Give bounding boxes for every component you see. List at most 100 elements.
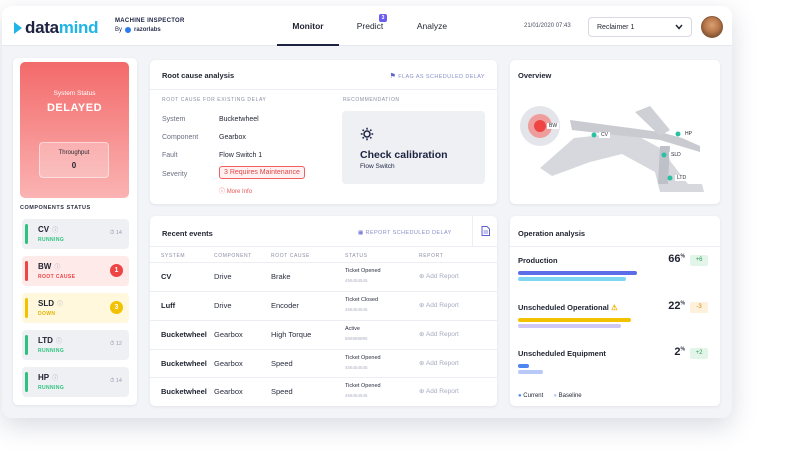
marker-sld[interactable]: SLD (669, 152, 683, 158)
current-bar (518, 364, 529, 368)
op-percent-value: 2 (674, 346, 681, 358)
marker-bw[interactable]: BW (547, 123, 560, 129)
info-icon[interactable]: ⓘ (54, 265, 61, 271)
current-bar (518, 271, 637, 275)
component-count: ⏱ 14 (110, 230, 122, 236)
cell-ticket-id: 456454545 (345, 278, 368, 283)
add-report-button[interactable]: ⊕ Add Report (419, 387, 459, 395)
rc-fault-key: Fault (162, 152, 178, 159)
root-cause-title: Root cause analysis (162, 71, 235, 80)
cell-root-cause: Speed (271, 359, 293, 368)
marker-cv[interactable]: CV (599, 132, 610, 138)
op-percent-value: 22 (668, 300, 681, 312)
component-status: DOWN (38, 311, 56, 317)
count-value: 14 (115, 230, 122, 236)
tab-monitor[interactable]: Monitor (277, 6, 339, 46)
add-circle-icon: ⊕ (419, 360, 425, 367)
marker-ltd[interactable]: LTD (675, 175, 689, 181)
op-percent: 2% (674, 346, 685, 358)
op-unscheduled-equipment: Unscheduled Equipment 2% +2 (518, 346, 708, 377)
component-name-text: CV (38, 225, 50, 234)
component-status: RUNNING (38, 385, 65, 391)
logo-text-mind: mind (58, 18, 99, 37)
table-row[interactable]: Bucketwheel Gearbox High Torque Active 5… (150, 320, 497, 349)
calendar-icon: ▦ (358, 230, 364, 236)
divider (510, 246, 720, 247)
system-status-value: DELAYED (46, 102, 103, 114)
tab-analyze[interactable]: Analyze (401, 6, 463, 46)
current-bar (518, 318, 632, 322)
component-name-text: BW (38, 262, 52, 271)
brand-name: razorlabs (134, 27, 161, 33)
add-circle-icon: ⊕ (419, 273, 425, 280)
cell-root-cause: Speed (271, 387, 293, 396)
cell-component: Drive (214, 301, 232, 310)
cell-root-cause: Encoder (271, 301, 299, 310)
table-row[interactable]: Bucketwheel Gearbox Speed Ticket Opened … (150, 377, 497, 406)
component-ltd[interactable]: LTD ⓘ RUNNING ⏱ 12 (22, 330, 129, 360)
recommendation-title: Check calibration (360, 149, 448, 161)
op-change-badge: +2 (690, 348, 708, 359)
predict-badge: 3 (379, 14, 387, 22)
add-report-button[interactable]: ⊕ Add Report (419, 330, 459, 338)
cell-system: Bucketwheel (161, 359, 207, 368)
table-row[interactable]: CV Drive Brake Ticket Opened 456454545 ⊕… (150, 262, 497, 291)
op-name: Production (518, 256, 558, 265)
cell-status: Ticket Opened (345, 268, 381, 274)
info-icon: ⓘ (219, 189, 226, 195)
status-bar (25, 224, 28, 244)
component-name: LTD ⓘ (38, 336, 62, 345)
calibration-gear-icon (360, 127, 374, 141)
component-count: ⏱ 14 (110, 378, 122, 384)
user-avatar[interactable] (701, 16, 723, 38)
component-sld[interactable]: SLD ⓘ DOWN 3 (22, 293, 129, 323)
components-status-title: COMPONENTS STATUS (20, 205, 91, 211)
throughput-box: Throughput 0 (39, 142, 109, 178)
info-icon[interactable]: ⓘ (52, 228, 59, 234)
export-button[interactable] (472, 216, 497, 246)
machine-select[interactable]: Reclaimer 1 (588, 17, 692, 37)
overview-card: Overview BW CV HP SLD LTD (510, 60, 720, 204)
document-icon (481, 226, 490, 236)
add-report-button[interactable]: ⊕ Add Report (419, 301, 459, 309)
datamind-logo[interactable]: data mind (14, 18, 98, 38)
cell-status: Ticket Opened (345, 355, 381, 361)
cell-ticket-id: 456454545 (345, 307, 368, 312)
count-value: 14 (115, 378, 122, 384)
system-status-card: System Status DELAYED Throughput 0 (20, 62, 129, 198)
component-name: BW ⓘ (38, 262, 60, 271)
component-hp[interactable]: HP ⓘ RUNNING ⏱ 14 (22, 367, 129, 397)
machine-select-value: Reclaimer 1 (597, 23, 635, 31)
cell-component: Gearbox (214, 387, 243, 396)
razorlabs-logo-icon (125, 27, 132, 33)
tab-predict-label: Predict (356, 21, 384, 31)
cell-component: Drive (214, 272, 232, 281)
component-name: HP ⓘ (38, 373, 58, 382)
add-report-button[interactable]: ⊕ Add Report (419, 272, 459, 280)
flag-scheduled-delay-button[interactable]: ⚑ FLAG AS SCHEDULED DELAY (390, 72, 485, 80)
more-info-link[interactable]: ⓘ More Info (219, 186, 252, 195)
legend-baseline: ● Baseline (553, 393, 582, 399)
add-report-button[interactable]: ⊕ Add Report (419, 359, 459, 367)
info-icon[interactable]: ⓘ (55, 339, 62, 345)
marker-hp[interactable]: HP (683, 131, 694, 137)
component-cv[interactable]: CV ⓘ RUNNING ⏱ 14 (22, 219, 129, 249)
recommendation-box: Check calibration Flow Switch (342, 111, 485, 184)
op-name: Unscheduled Operational ⚠ (518, 303, 618, 312)
table-row[interactable]: Luff Drive Encoder Ticket Closed 4564545… (150, 291, 497, 320)
divider (150, 89, 497, 90)
cell-status: Active (345, 326, 360, 332)
severity-badge: 3 Requires Maintenance (219, 166, 305, 179)
component-name-text: SLD (38, 299, 54, 308)
component-bw[interactable]: BW ⓘ ROOT CAUSE 1 (22, 256, 129, 286)
op-percent: 66% (668, 253, 685, 265)
tab-predict[interactable]: Predict 3 (339, 6, 401, 46)
baseline-bar (518, 277, 626, 281)
report-scheduled-delay-button[interactable]: ▦ REPORT SCHEDULED DELAY (358, 230, 452, 236)
operation-analysis-card: Operation analysis (510, 216, 720, 406)
cell-status: Ticket Closed (345, 297, 379, 303)
info-icon[interactable]: ⓘ (52, 376, 59, 382)
root-cause-section-label: ROOT CAUSE FOR EXISTING DELAY (162, 97, 267, 103)
table-row[interactable]: Bucketwheel Gearbox Speed Ticket Opened … (150, 349, 497, 378)
info-icon[interactable]: ⓘ (57, 302, 64, 308)
